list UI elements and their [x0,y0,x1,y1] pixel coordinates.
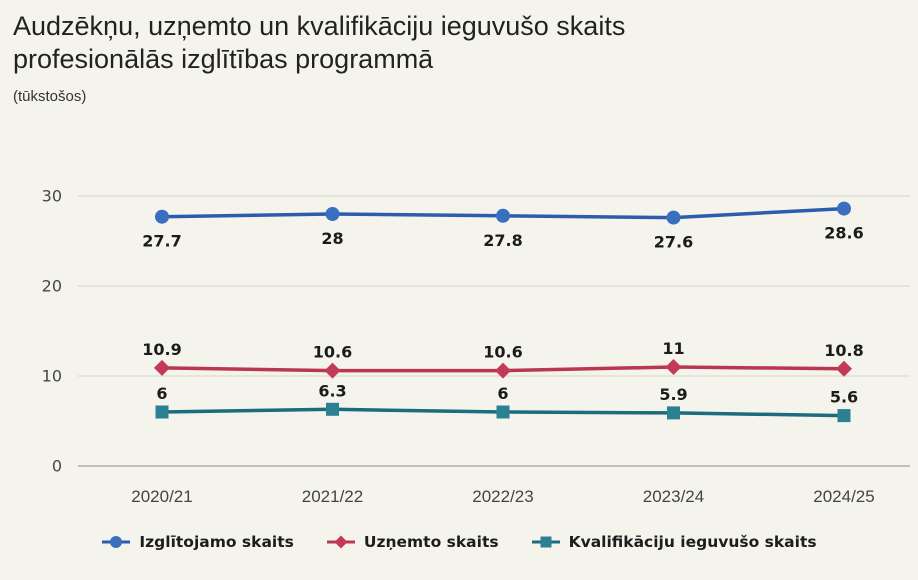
data-point-square [155,405,169,419]
data-label: 6.3 [318,381,346,400]
data-point-square [837,409,851,423]
x-tick-label: 2023/24 [643,487,704,506]
legend-circle-icon [102,536,131,548]
data-point-circle [837,201,851,216]
data-point-diamond [154,359,170,376]
legend-item-1[interactable]: Izglītojamo skaits [101,533,294,551]
data-label: 27.7 [142,232,181,251]
plot-area: 0 10 20 30 2020/21 2021/22 2022/23 2023/24 2024/… [0,150,918,530]
x-tick-label: 2020/21 [131,487,192,506]
data-point-diamond [324,362,341,379]
data-label: 10.9 [142,340,181,359]
chart-title: Audzēkņu, uzņemto un kvalifikāciju ieguv… [13,10,813,76]
data-label: 11 [662,339,684,358]
chart-title-line1: Audzēkņu, uzņemto un kvalifikāciju ieguv… [13,11,626,41]
y-tick-label: 10 [42,367,62,386]
legend-item-3[interactable]: Kvalifikāciju ieguvušo skaits [531,533,817,551]
data-label: 5.6 [830,388,858,407]
x-tick-label: 2021/22 [302,487,363,506]
data-point-square [326,402,339,416]
data-point-square [667,406,680,420]
x-tick-label: 2024/25 [813,487,874,506]
data-label: 6 [156,384,167,403]
chart-subtitle: (tūkstošos) [13,88,87,105]
data-point-diamond [665,359,682,375]
legend-label: Kvalifikāciju ieguvušo skaits [568,533,817,551]
data-point-circle [666,210,681,225]
data-label: 28.6 [824,224,863,243]
data-point-circle [325,207,340,221]
legend-item-2[interactable]: Uzņemto skaits [326,533,499,551]
data-point-square [496,405,510,419]
data-label: 10.8 [824,341,863,360]
chart-legend: Izglītojamo skaits Uzņemto skaits Kvalifik… [0,533,918,551]
y-tick-label: 30 [42,187,62,206]
data-point-circle [155,209,169,224]
legend-diamond-icon [326,535,355,549]
data-point-diamond [495,362,511,379]
x-tick-label: 2022/23 [472,487,533,506]
data-label: 28 [321,229,343,248]
y-tick-label: 20 [42,277,62,296]
data-label: 27.8 [483,231,522,250]
data-point-diamond [836,360,852,377]
y-tick-label: 0 [52,457,62,476]
data-label: 6 [497,384,508,403]
data-point-circle [496,208,510,223]
data-label: 10.6 [483,343,522,362]
legend-label: Uzņemto skaits [363,533,499,551]
line-chart: 0 10 20 30 2020/21 2021/22 2022/23 2023/24 2024/… [42,187,910,506]
data-label: 10.6 [313,343,352,362]
data-label: 5.9 [659,385,687,404]
data-label: 27.6 [654,233,693,252]
chart-title-line2: profesionālās izglītības programmā [13,43,434,74]
legend-label: Izglītojamo skaits [139,533,294,551]
legend-square-icon [531,536,560,548]
